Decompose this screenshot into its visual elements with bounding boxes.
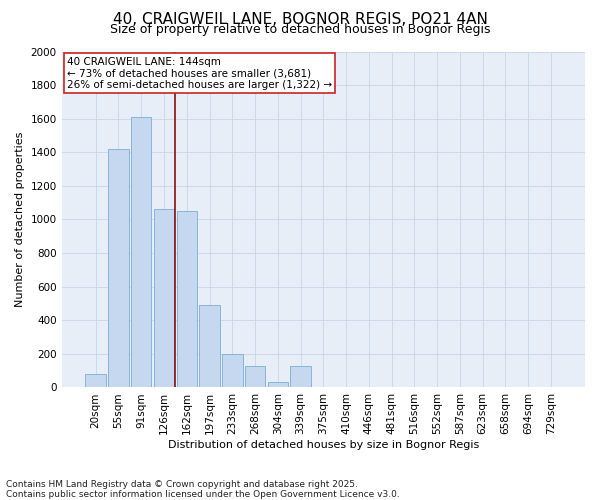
Bar [268, 382, 288, 388]
Bar [154, 210, 174, 388]
Bar [222, 354, 242, 388]
Bar [85, 374, 106, 388]
Bar [290, 366, 311, 388]
Text: 40, CRAIGWEIL LANE, BOGNOR REGIS, PO21 4AN: 40, CRAIGWEIL LANE, BOGNOR REGIS, PO21 4… [113, 12, 487, 28]
Bar [108, 149, 129, 388]
Bar [176, 211, 197, 388]
Bar [245, 366, 265, 388]
X-axis label: Distribution of detached houses by size in Bognor Regis: Distribution of detached houses by size … [168, 440, 479, 450]
Bar [131, 117, 151, 388]
Bar [199, 305, 220, 388]
Text: 40 CRAIGWEIL LANE: 144sqm
← 73% of detached houses are smaller (3,681)
26% of se: 40 CRAIGWEIL LANE: 144sqm ← 73% of detac… [67, 56, 332, 90]
Y-axis label: Number of detached properties: Number of detached properties [15, 132, 25, 307]
Text: Contains HM Land Registry data © Crown copyright and database right 2025.
Contai: Contains HM Land Registry data © Crown c… [6, 480, 400, 499]
Text: Size of property relative to detached houses in Bognor Regis: Size of property relative to detached ho… [110, 22, 490, 36]
